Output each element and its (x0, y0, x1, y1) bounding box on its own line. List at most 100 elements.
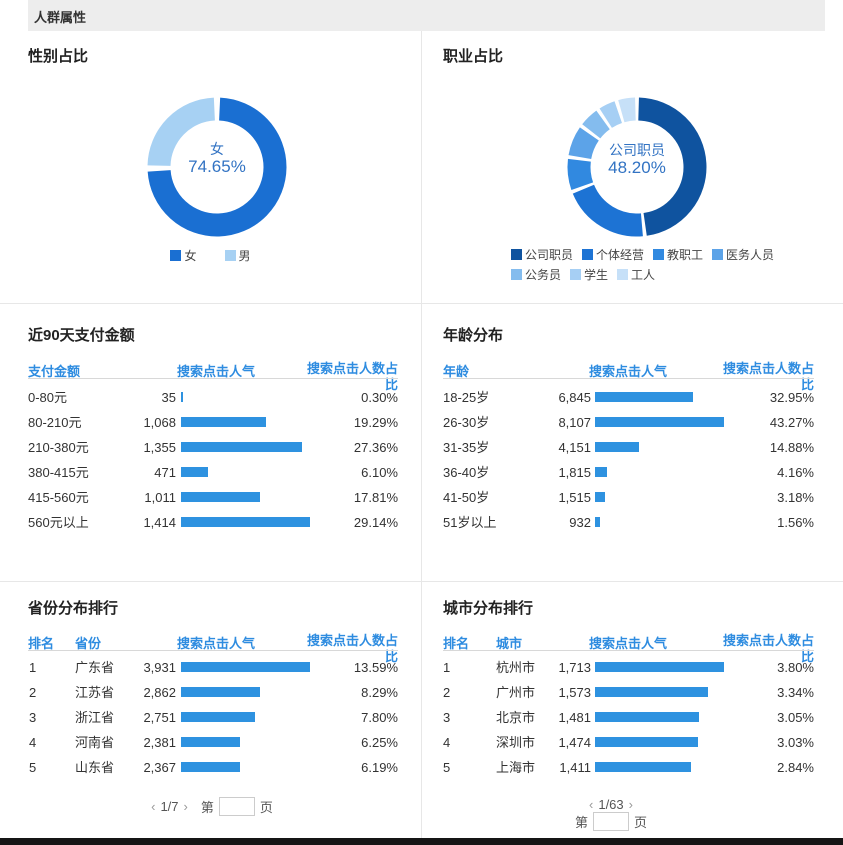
donut-segment-个体经营 (572, 184, 643, 237)
percent-cell: 4.16% (777, 465, 814, 480)
table-row: 2 广州市 1,573 3.34% (421, 680, 843, 705)
page-jump-prefix: 第 (200, 799, 214, 815)
table-row: 31-35岁 4,151 14.88% (421, 435, 843, 460)
next-page-button[interactable]: › (628, 796, 633, 812)
column-header: 排名 (28, 636, 55, 651)
rank-cell: 4 (29, 735, 37, 750)
city-pagination: ‹ 1/63 › (421, 792, 801, 816)
percent-cell: 8.29% (361, 685, 398, 700)
value-bar (181, 662, 310, 672)
donut-center-category: 女 (210, 141, 224, 157)
occupation-ratio-panel: 职业占比 公司职员 48.20% 公司职员 个体经营 教职工 医务人员 公务员 学生 工人 (421, 31, 843, 303)
page-jump-prefix: 第 (574, 814, 588, 830)
table-row: 5 山东省 2,367 6.19% (0, 755, 421, 780)
gender-legend: 女男 (0, 247, 421, 263)
rank-cell: 3 (443, 710, 451, 725)
value-bar (181, 467, 208, 477)
legend-swatch-icon (511, 249, 522, 260)
value-bar (595, 517, 600, 527)
legend-item-个体经营: 个体经营 (582, 246, 644, 263)
header-underline (28, 650, 398, 651)
percent-cell: 43.27% (769, 415, 814, 430)
label-cell: 江苏省 (75, 685, 115, 700)
section-header: 人群属性 (28, 0, 825, 31)
value-bar (595, 687, 709, 697)
value-bar (181, 737, 241, 747)
table-row: 415-560元 1,011 17.81% (0, 485, 421, 510)
table-row: 380-415元 471 6.10% (0, 460, 421, 485)
legend-label: 工人 (631, 268, 656, 282)
city-ranking-panel: 城市分布排行 排名 城市 搜索点击人气 搜索点击人数占比 1 杭州市 1,713 3.… (421, 582, 843, 838)
rank-cell: 2 (443, 685, 451, 700)
value-bar (181, 762, 240, 772)
rank-cell: 3 (29, 710, 37, 725)
vertical-divider (421, 31, 422, 838)
occupation-donut-chart (567, 97, 707, 237)
horizontal-divider (0, 303, 843, 304)
horizontal-divider (0, 581, 843, 582)
donut-segment-学生 (599, 101, 623, 129)
table-row: 5 上海市 1,411 2.84% (421, 755, 843, 780)
rank-cell: 5 (29, 760, 37, 775)
table-row: 2 江苏省 2,862 8.29% (0, 680, 421, 705)
value-cell: 1,474 (558, 735, 591, 750)
table-row: 41-50岁 1,515 3.18% (421, 485, 843, 510)
value-cell: 1,411 (559, 760, 591, 775)
gender-ratio-panel: 性别占比 女 74.65% 女男 (0, 31, 421, 303)
donut-segment-工人 (618, 97, 637, 123)
legend-item-公务员: 公务员 (511, 266, 561, 283)
column-header: 支付金额 (28, 364, 81, 379)
label-cell: 210-380元 (28, 440, 89, 455)
page-indicator: 1/63 (598, 796, 624, 812)
value-cell: 2,751 (143, 710, 176, 725)
page-jump-input[interactable] (593, 811, 629, 831)
province-ranking-panel: 省份分布排行 排名 省份 搜索点击人气 搜索点击人数占比 1 广东省 3,931 13… (0, 582, 421, 838)
percent-cell: 19.29% (353, 415, 398, 430)
legend-swatch-icon (170, 249, 182, 261)
page-jump: 第 页 (574, 811, 647, 831)
donut-segment-男 (147, 97, 216, 167)
label-cell: 山东省 (75, 760, 115, 775)
table-row: 210-380元 1,355 27.36% (0, 435, 421, 460)
percent-cell: 3.34% (777, 685, 814, 700)
header-underline (28, 378, 398, 379)
legend-label: 教职工 (667, 248, 704, 262)
legend-swatch-icon (224, 249, 236, 261)
value-cell: 8,107 (558, 415, 591, 430)
label-cell: 26-30岁 (443, 415, 490, 430)
donut-segment-教职工 (567, 158, 594, 190)
legend-item-学生: 学生 (570, 266, 608, 283)
label-cell: 广东省 (75, 660, 115, 675)
payment-table: 0-80元 35 0.30% 80-210元 1,068 19.29% 210-380元 1,… (0, 385, 421, 535)
rank-cell: 1 (29, 660, 37, 675)
legend-swatch-icon (653, 249, 665, 260)
value-cell: 1,355 (143, 440, 176, 455)
header-underline (443, 650, 814, 651)
label-cell: 广州市 (496, 685, 536, 700)
prev-page-button[interactable]: ‹ (151, 798, 156, 814)
percent-cell: 3.18% (777, 490, 814, 505)
value-bar (595, 467, 608, 477)
column-header: 搜索点击人气 (177, 636, 256, 651)
column-header: 搜索点击人数占比 (306, 633, 398, 664)
value-cell: 4,151 (558, 440, 591, 455)
legend-swatch-icon (511, 269, 522, 280)
value-bar (595, 712, 699, 722)
next-page-button[interactable]: › (183, 798, 188, 814)
label-cell: 36-40岁 (443, 465, 490, 480)
prev-page-button[interactable]: ‹ (589, 796, 594, 812)
legend-item-教职工: 教职工 (653, 246, 703, 263)
city-table: 1 杭州市 1,713 3.80% 2 广州市 1,573 3.34% 3 北京市 1,481 3.0… (421, 655, 843, 780)
window-bottom-edge (0, 838, 843, 845)
page-jump-suffix: 页 (259, 799, 273, 815)
column-header: 排名 (443, 636, 470, 651)
rank-cell: 2 (29, 685, 37, 700)
percent-cell: 2.84% (777, 760, 814, 775)
occupation-legend: 公司职员 个体经营 教职工 医务人员 公务员 学生 工人 (511, 246, 826, 283)
page-jump-input[interactable] (218, 796, 255, 816)
age-table: 18-25岁 6,845 32.95% 26-30岁 8,107 43.27% 31-35岁… (421, 385, 843, 535)
label-cell: 560元以上 (28, 515, 89, 530)
value-cell: 1,068 (143, 415, 176, 430)
percent-cell: 32.95% (769, 390, 814, 405)
value-cell: 1,011 (144, 490, 176, 505)
